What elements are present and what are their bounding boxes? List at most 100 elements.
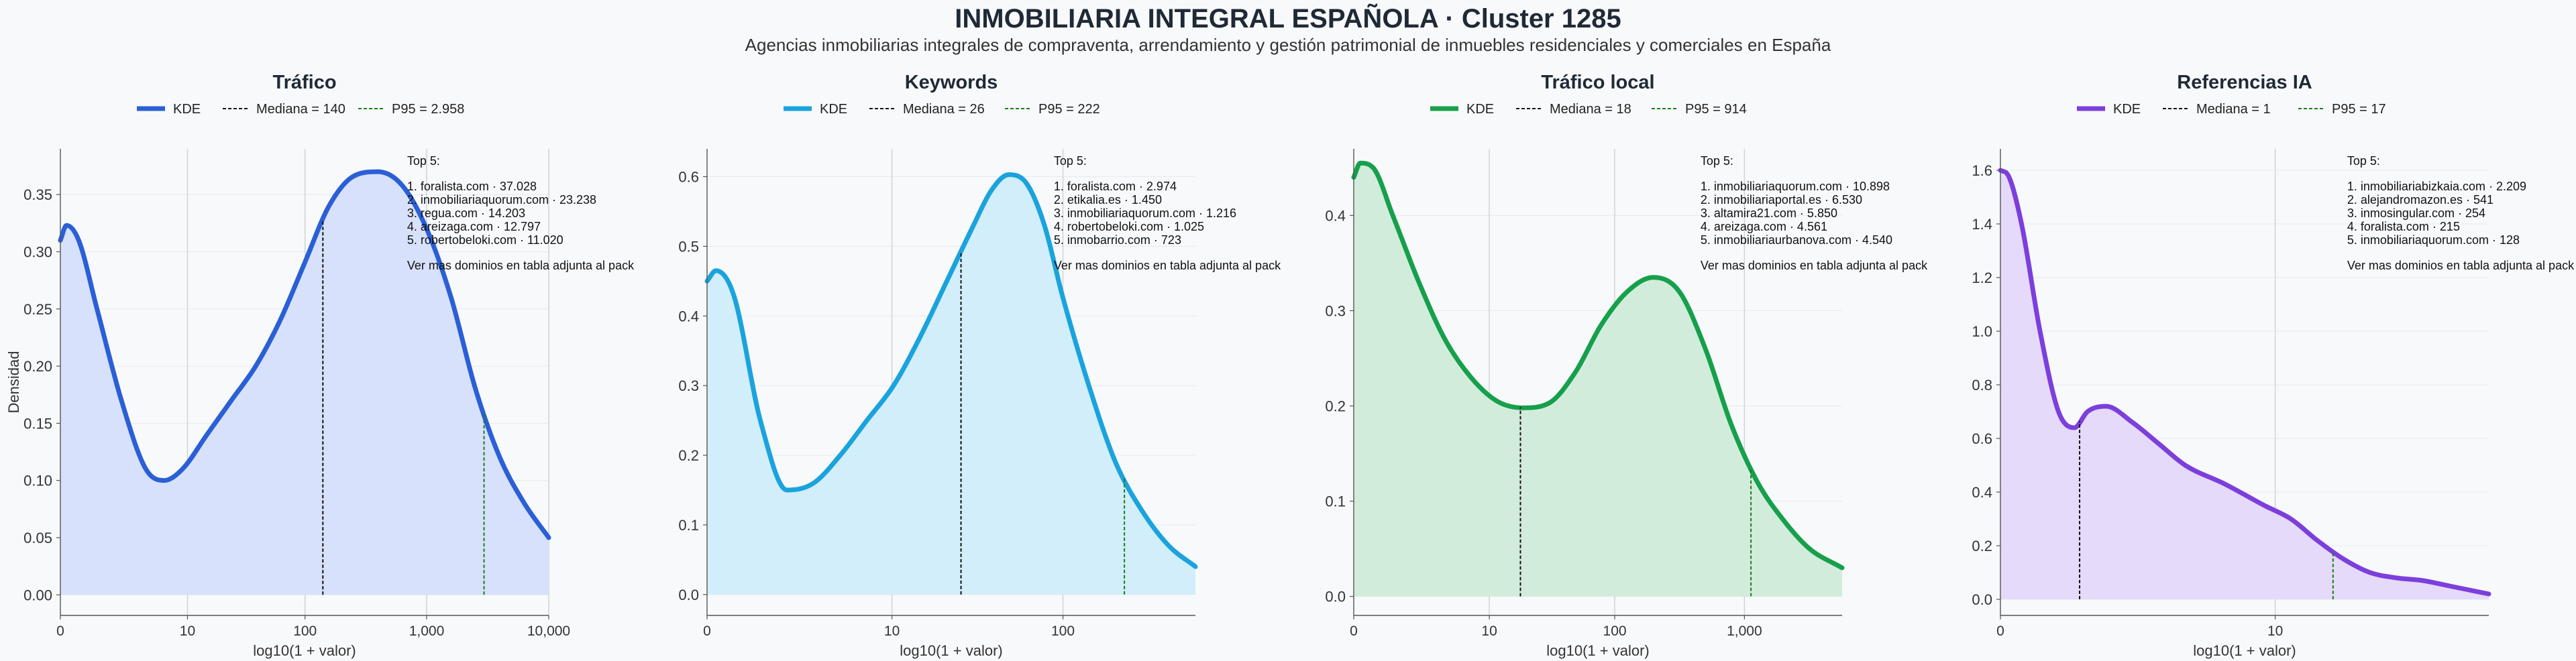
y-tick-label: 0.3	[1325, 302, 1346, 319]
y-tick-label: 0.10	[23, 473, 52, 489]
top5-header: Top 5:	[1701, 154, 1733, 168]
y-tick-label: 0.0	[1325, 589, 1346, 605]
top5-item: 4. areizaga.com · 12.797	[407, 220, 541, 233]
y-tick-label: 0.2	[1325, 398, 1346, 415]
legend-label-kde: KDE	[173, 102, 201, 117]
kde-area	[1354, 163, 1842, 597]
kde-area	[2000, 170, 2489, 599]
y-tick-label: 0.2	[1972, 538, 1992, 554]
top5-item: 3. inmobiliariaquorum.com · 1.216	[1054, 206, 1236, 220]
top5-item: 1. inmobiliariaquorum.com · 10.898	[1701, 180, 1890, 193]
x-tick-label: 10,000	[527, 623, 570, 639]
top5-item: 2. inmobiliariaquorum.com · 23.238	[407, 193, 596, 206]
y-tick-label: 0.1	[678, 517, 699, 534]
main-subtitle: Agencias inmobiliarias integrales de com…	[745, 35, 1831, 55]
y-tick-label: 0.25	[23, 301, 52, 318]
top5-header: Top 5:	[1054, 154, 1087, 168]
x-tick-label: 100	[1603, 623, 1627, 639]
x-tick-label: 10	[180, 623, 195, 639]
legend-label-p95: P95 = 222	[1038, 102, 1100, 117]
top5-item: 2. alejandromazon.es · 541	[2347, 193, 2493, 206]
x-tick-label: 1,000	[409, 623, 445, 639]
y-tick-label: 0.20	[23, 358, 52, 375]
y-tick-label: 1.0	[1972, 323, 1992, 340]
top5-item: 1. foralista.com · 2.974	[1054, 180, 1177, 193]
x-tick-label: 0	[1996, 623, 2004, 639]
top5-item: 3. inmosingular.com · 254	[2347, 206, 2485, 220]
legend-label-median: Mediana = 18	[1550, 102, 1631, 117]
top5-footnote: Ver mas dominios en tabla adjunta al pac…	[2347, 259, 2575, 272]
panel-title: Referencias IA	[2177, 72, 2312, 93]
top5-item: 4. foralista.com · 215	[2347, 220, 2460, 233]
y-tick-label: 0.0	[678, 587, 699, 603]
x-tick-label: 100	[1051, 623, 1075, 639]
legend-label-median: Mediana = 26	[903, 102, 985, 117]
top5-item: 5. inmobiliariaquorum.com · 128	[2347, 233, 2520, 247]
top5-item: 3. regua.com · 14.203	[407, 206, 525, 220]
kde-line	[58, 169, 551, 540]
legend-label-median: Mediana = 1	[2196, 102, 2271, 117]
x-tick-label: 0	[1350, 623, 1358, 639]
top5-item: 3. altamira21.com · 5.850	[1701, 206, 1837, 220]
top5-item: 1. foralista.com · 37.028	[407, 180, 537, 193]
y-tick-label: 1.6	[1972, 162, 1992, 179]
chart-panel-1: Tráfico KDE Mediana = 140 P95 = 2.958 0.00 0.…	[23, 72, 635, 659]
legend-label-p95: P95 = 17	[2332, 102, 2386, 117]
top5-footnote: Ver mas dominios en tabla adjunta al pac…	[1701, 259, 1928, 272]
y-tick-label: 0.3	[678, 377, 699, 394]
legend-label-median: Mediana = 140	[256, 102, 345, 117]
y-tick-label: 0.6	[678, 169, 699, 186]
top5-header: Top 5:	[407, 154, 440, 168]
x-tick-label: 0	[56, 623, 64, 639]
x-tick-label: 1,000	[1727, 623, 1762, 639]
top5-header: Top 5:	[2347, 154, 2380, 168]
top5-item: 5. inmobiliariaurbanova.com · 4.540	[1701, 233, 1892, 247]
kde-line	[1998, 168, 2491, 597]
y-tick-label: 0.15	[23, 415, 52, 432]
y-tick-label: 0.0	[1972, 591, 1992, 608]
x-tick-label: 10	[1481, 623, 1497, 639]
top5-footnote: Ver mas dominios en tabla adjunta al pac…	[1054, 259, 1281, 272]
legend-label-kde: KDE	[2113, 102, 2141, 117]
y-tick-label: 1.2	[1972, 269, 1992, 286]
y-axis-label: Densidad	[5, 351, 22, 414]
y-tick-label: 0.2	[678, 447, 699, 464]
x-tick-label: 100	[293, 623, 317, 639]
x-axis-label: log10(1 + valor)	[2193, 642, 2296, 659]
y-tick-label: 0.35	[23, 186, 52, 203]
y-tick-label: 0.5	[678, 238, 699, 255]
kde-line	[704, 172, 1198, 569]
x-axis-label: log10(1 + valor)	[253, 642, 356, 659]
y-tick-label: 0.30	[23, 244, 52, 261]
top5-item: 5. robertobeloki.com · 11.020	[407, 233, 564, 247]
y-tick-label: 0.05	[23, 530, 52, 546]
y-tick-label: 1.4	[1972, 216, 1992, 233]
top5-item: 2. inmobiliariaportal.es · 6.530	[1701, 193, 1862, 206]
top5-item: 5. inmobarrio.com · 723	[1054, 233, 1181, 247]
y-tick-label: 0.00	[23, 587, 52, 603]
top5-item: 4. areizaga.com · 4.561	[1701, 220, 1827, 233]
panel-title: Tráfico	[272, 72, 336, 93]
x-tick-label: 0	[703, 623, 711, 639]
x-tick-label: 10	[884, 623, 900, 639]
panel-title: Keywords	[905, 72, 998, 93]
legend-label-p95: P95 = 914	[1685, 102, 1747, 117]
top5-footnote: Ver mas dominios en tabla adjunta al pac…	[407, 259, 635, 272]
legend-label-kde: KDE	[820, 102, 847, 117]
y-tick-label: 0.1	[1325, 493, 1346, 510]
y-tick-label: 0.4	[1972, 484, 1992, 501]
y-tick-label: 0.4	[678, 308, 699, 324]
y-tick-label: 0.4	[1325, 207, 1346, 224]
panel-title: Tráfico local	[1541, 72, 1654, 93]
y-tick-label: 0.6	[1972, 430, 1992, 447]
legend-label-kde: KDE	[1466, 102, 1494, 117]
y-tick-label: 0.8	[1972, 377, 1992, 394]
top5-item: 1. inmobiliariabizkaia.com · 2.209	[2347, 180, 2526, 193]
top5-item: 2. etikalia.es · 1.450	[1054, 193, 1162, 206]
kde-area	[707, 174, 1195, 595]
kde-line	[1351, 160, 1845, 570]
x-tick-label: 10	[2267, 623, 2283, 639]
